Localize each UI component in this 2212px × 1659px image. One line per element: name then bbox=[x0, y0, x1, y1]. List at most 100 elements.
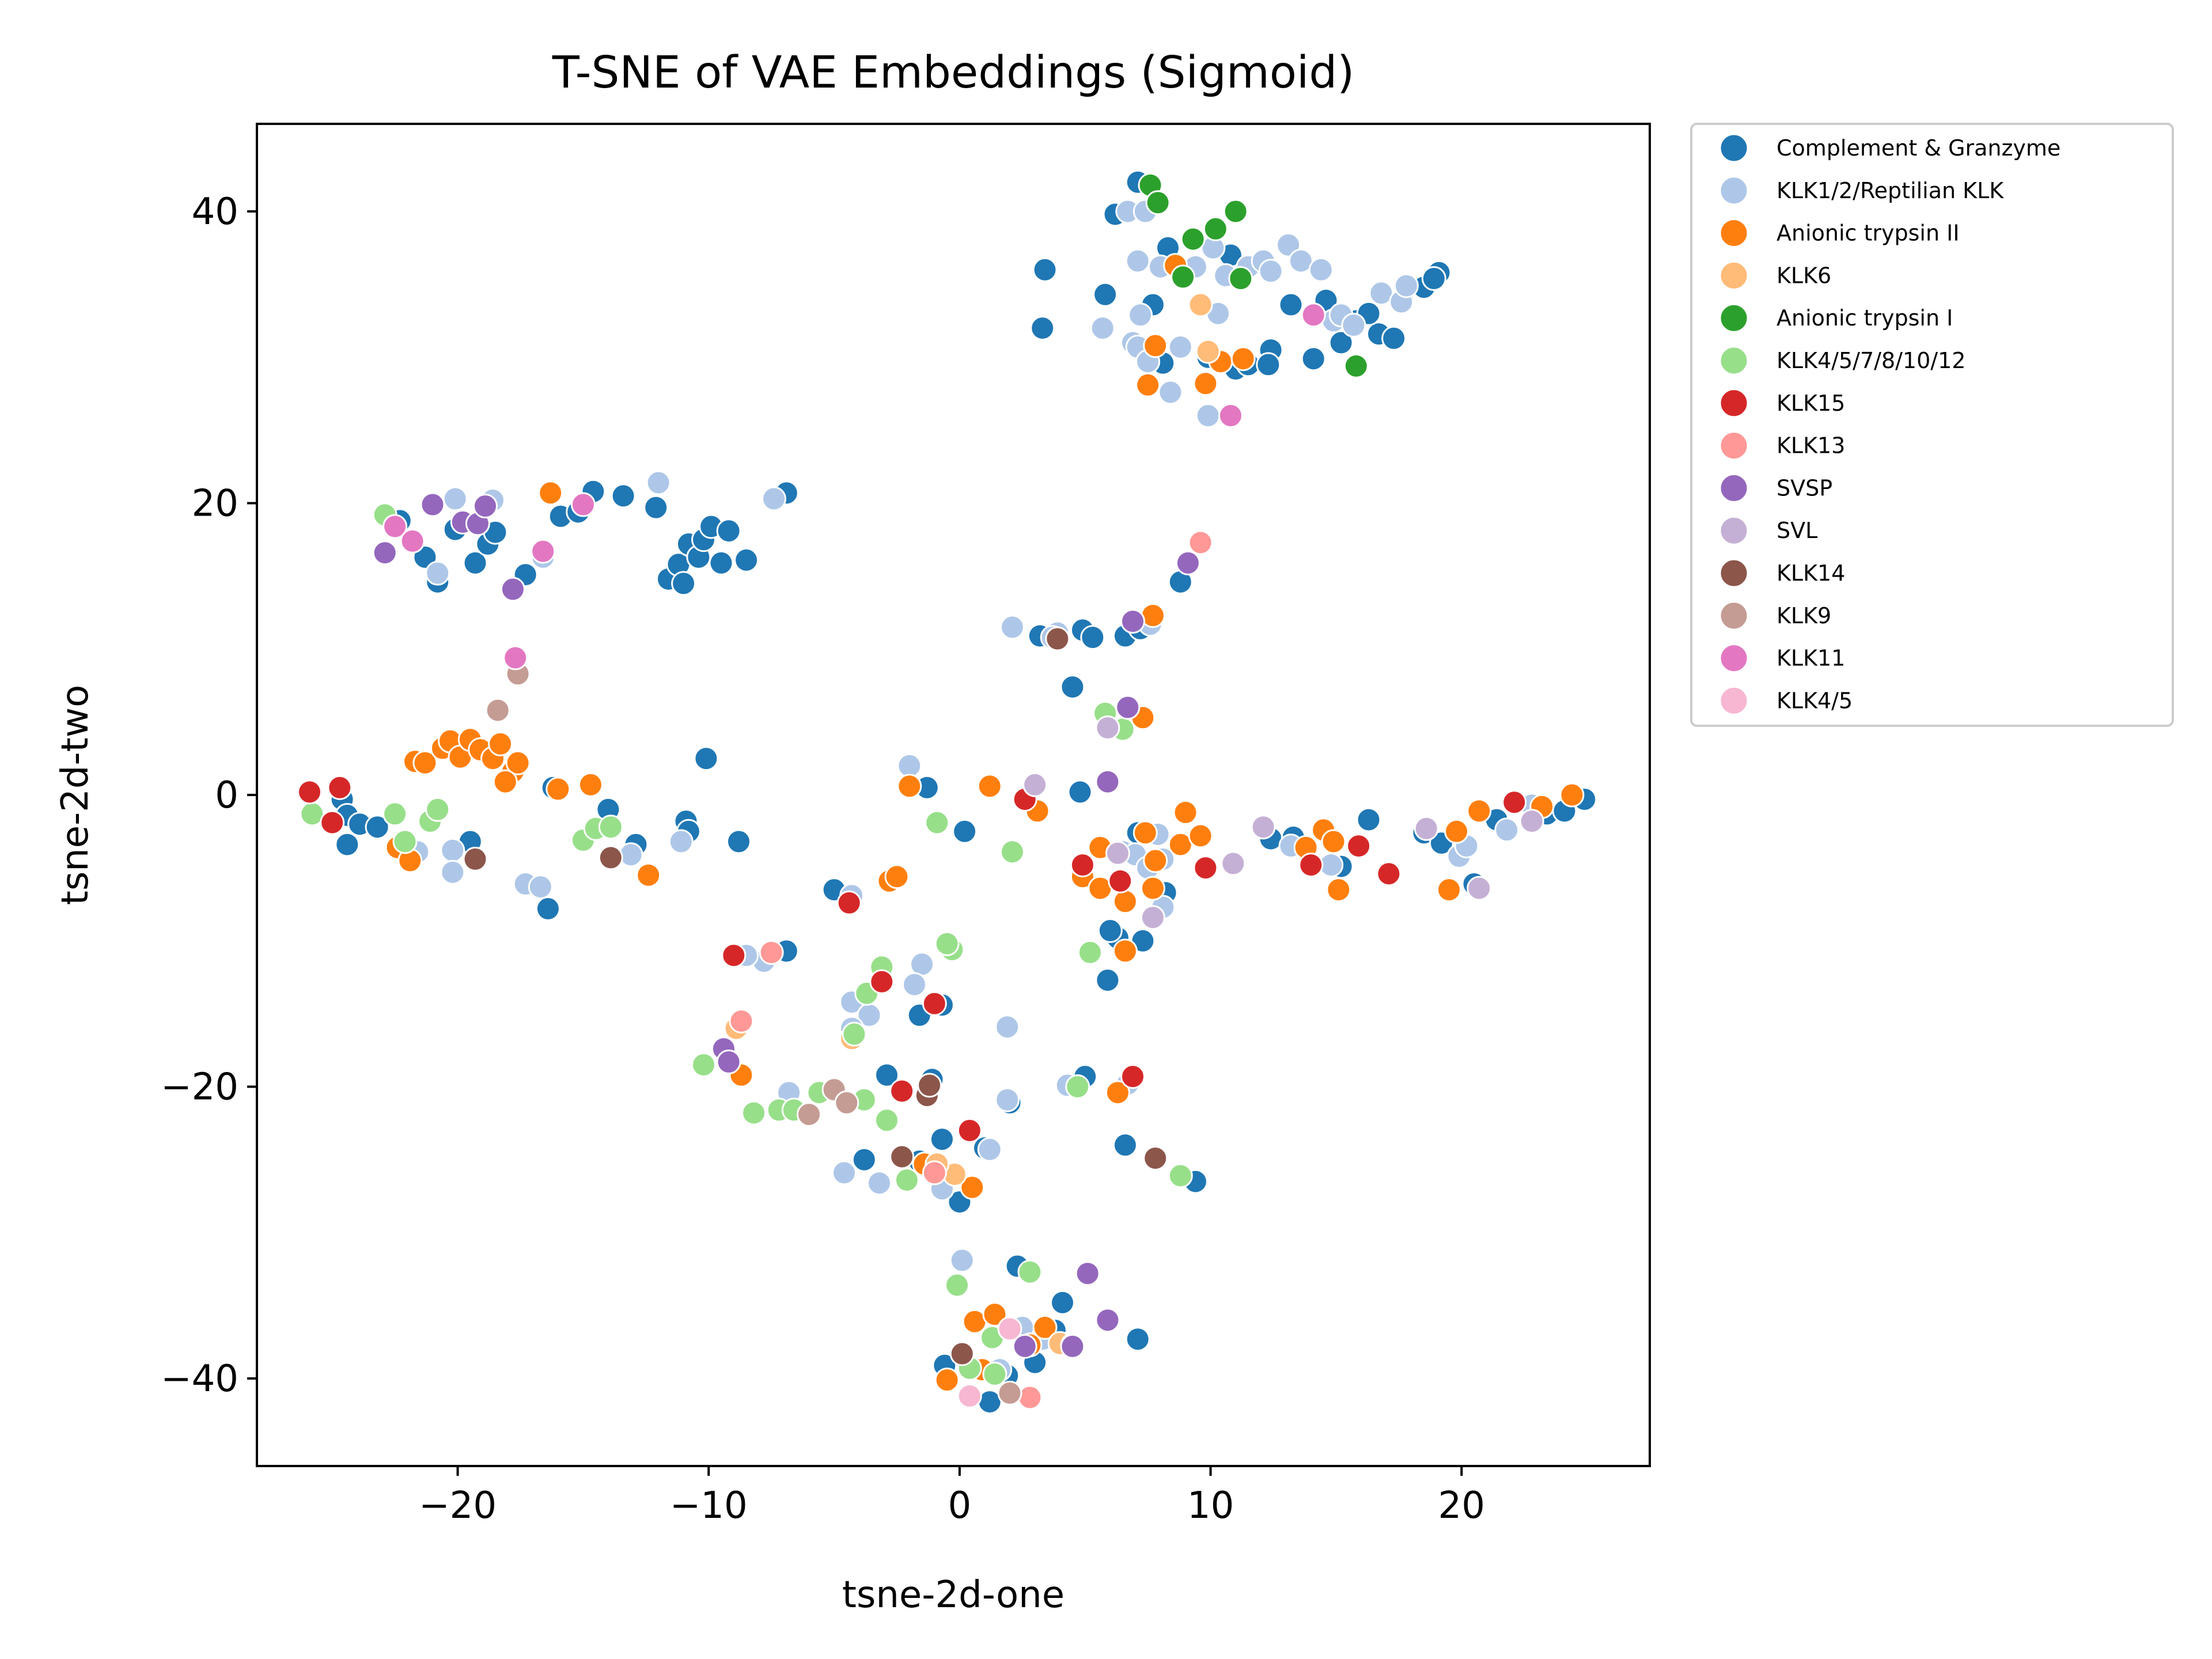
data-point bbox=[1328, 330, 1354, 355]
data-point bbox=[1070, 853, 1095, 878]
series-4 bbox=[1138, 172, 1369, 378]
data-point bbox=[1298, 853, 1324, 878]
data-point bbox=[1125, 248, 1150, 274]
legend-label: KLK13 bbox=[1777, 433, 1845, 459]
data-point bbox=[1128, 302, 1153, 328]
data-point bbox=[425, 560, 450, 586]
data-point bbox=[1218, 403, 1243, 428]
data-point bbox=[1140, 876, 1165, 901]
data-point bbox=[646, 470, 671, 495]
data-point bbox=[922, 1160, 947, 1185]
data-point bbox=[1258, 259, 1283, 284]
data-point bbox=[1112, 938, 1138, 964]
data-point bbox=[884, 864, 910, 889]
data-point bbox=[1132, 820, 1158, 846]
x-axis: −20 −10 0 10 20 bbox=[419, 1466, 1485, 1527]
data-point bbox=[1393, 273, 1419, 298]
y-tick-label: −40 bbox=[161, 1358, 238, 1400]
data-point bbox=[1050, 1290, 1075, 1315]
data-point bbox=[934, 1368, 960, 1393]
data-point bbox=[894, 1168, 919, 1193]
data-point bbox=[1437, 877, 1461, 903]
data-point bbox=[382, 801, 408, 827]
data-point bbox=[463, 846, 488, 872]
data-point bbox=[729, 1009, 754, 1034]
data-point bbox=[493, 769, 518, 794]
data-point bbox=[741, 1100, 767, 1126]
x-tick-label: 10 bbox=[1187, 1484, 1234, 1527]
data-point bbox=[869, 969, 895, 994]
data-point bbox=[1112, 889, 1138, 914]
data-point bbox=[1467, 876, 1492, 901]
data-point bbox=[643, 495, 669, 520]
data-point bbox=[327, 775, 353, 800]
data-point bbox=[1376, 861, 1402, 887]
legend-item: KLK9 bbox=[1719, 601, 1831, 631]
legend-label: KLK15 bbox=[1777, 391, 1845, 416]
x-tick-label: 0 bbox=[948, 1484, 972, 1527]
chart-title: T-SNE of VAE Embeddings (Sigmoid) bbox=[552, 47, 1355, 99]
data-point bbox=[570, 492, 596, 517]
legend-marker bbox=[1719, 516, 1749, 546]
data-point bbox=[1193, 371, 1218, 396]
data-point bbox=[995, 1087, 1020, 1112]
data-point bbox=[1444, 819, 1469, 844]
data-point bbox=[473, 494, 498, 518]
data-point bbox=[1032, 1315, 1058, 1340]
data-point bbox=[836, 890, 862, 915]
data-point bbox=[949, 1248, 975, 1273]
data-point bbox=[1080, 625, 1105, 650]
data-point bbox=[1012, 1334, 1037, 1359]
data-point bbox=[874, 1108, 899, 1133]
data-point bbox=[412, 750, 438, 775]
data-point bbox=[1356, 807, 1381, 832]
legend-item: KLK4/5/7/8/10/12 bbox=[1719, 346, 1965, 376]
legend-label: KLK9 bbox=[1777, 603, 1831, 628]
y-axis: −40 −20 0 20 40 bbox=[161, 191, 257, 1400]
data-point bbox=[463, 550, 488, 575]
legend-label: KLK4/5 bbox=[1777, 688, 1853, 713]
data-point bbox=[1381, 325, 1407, 351]
legend-label: SVSP bbox=[1777, 475, 1832, 501]
data-point bbox=[1017, 1385, 1043, 1410]
data-point bbox=[1343, 353, 1369, 378]
data-point bbox=[1301, 346, 1326, 372]
data-point bbox=[1346, 834, 1372, 859]
data-point bbox=[365, 815, 390, 840]
data-point bbox=[949, 1341, 975, 1366]
data-point bbox=[721, 943, 747, 968]
data-point bbox=[1115, 695, 1141, 720]
data-point bbox=[546, 777, 571, 802]
data-point bbox=[1075, 1261, 1100, 1286]
data-point bbox=[598, 845, 623, 870]
data-point bbox=[834, 1090, 859, 1115]
data-point bbox=[832, 1160, 857, 1185]
y-tick-label: 40 bbox=[192, 191, 238, 233]
x-tick-label: 20 bbox=[1438, 1484, 1485, 1527]
legend-marker bbox=[1719, 431, 1749, 461]
y-tick-label: −20 bbox=[161, 1066, 238, 1109]
data-point bbox=[1143, 333, 1168, 358]
data-point bbox=[1017, 1259, 1043, 1285]
data-point bbox=[1171, 264, 1196, 290]
series-9 bbox=[1022, 715, 1544, 930]
legend-marker bbox=[1719, 303, 1749, 333]
data-point bbox=[320, 810, 345, 835]
data-point bbox=[1060, 1334, 1085, 1359]
data-point bbox=[977, 774, 1002, 799]
legend-item: KLK1/2/Reptilian KLK bbox=[1719, 176, 2004, 206]
data-point bbox=[1188, 823, 1213, 849]
data-point bbox=[997, 1380, 1022, 1406]
data-point bbox=[1341, 313, 1366, 338]
data-point bbox=[1095, 968, 1120, 993]
data-point bbox=[1168, 335, 1193, 359]
data-point bbox=[1321, 829, 1346, 854]
x-tick-label: −10 bbox=[670, 1484, 748, 1527]
legend-marker bbox=[1719, 218, 1749, 248]
legend: Complement & Granzyme KLK1/2/Reptilian KL… bbox=[1690, 123, 2174, 727]
data-point bbox=[1022, 772, 1048, 797]
legend-label: KLK14 bbox=[1777, 560, 1845, 586]
data-point bbox=[1108, 868, 1133, 893]
data-point bbox=[1414, 816, 1439, 841]
